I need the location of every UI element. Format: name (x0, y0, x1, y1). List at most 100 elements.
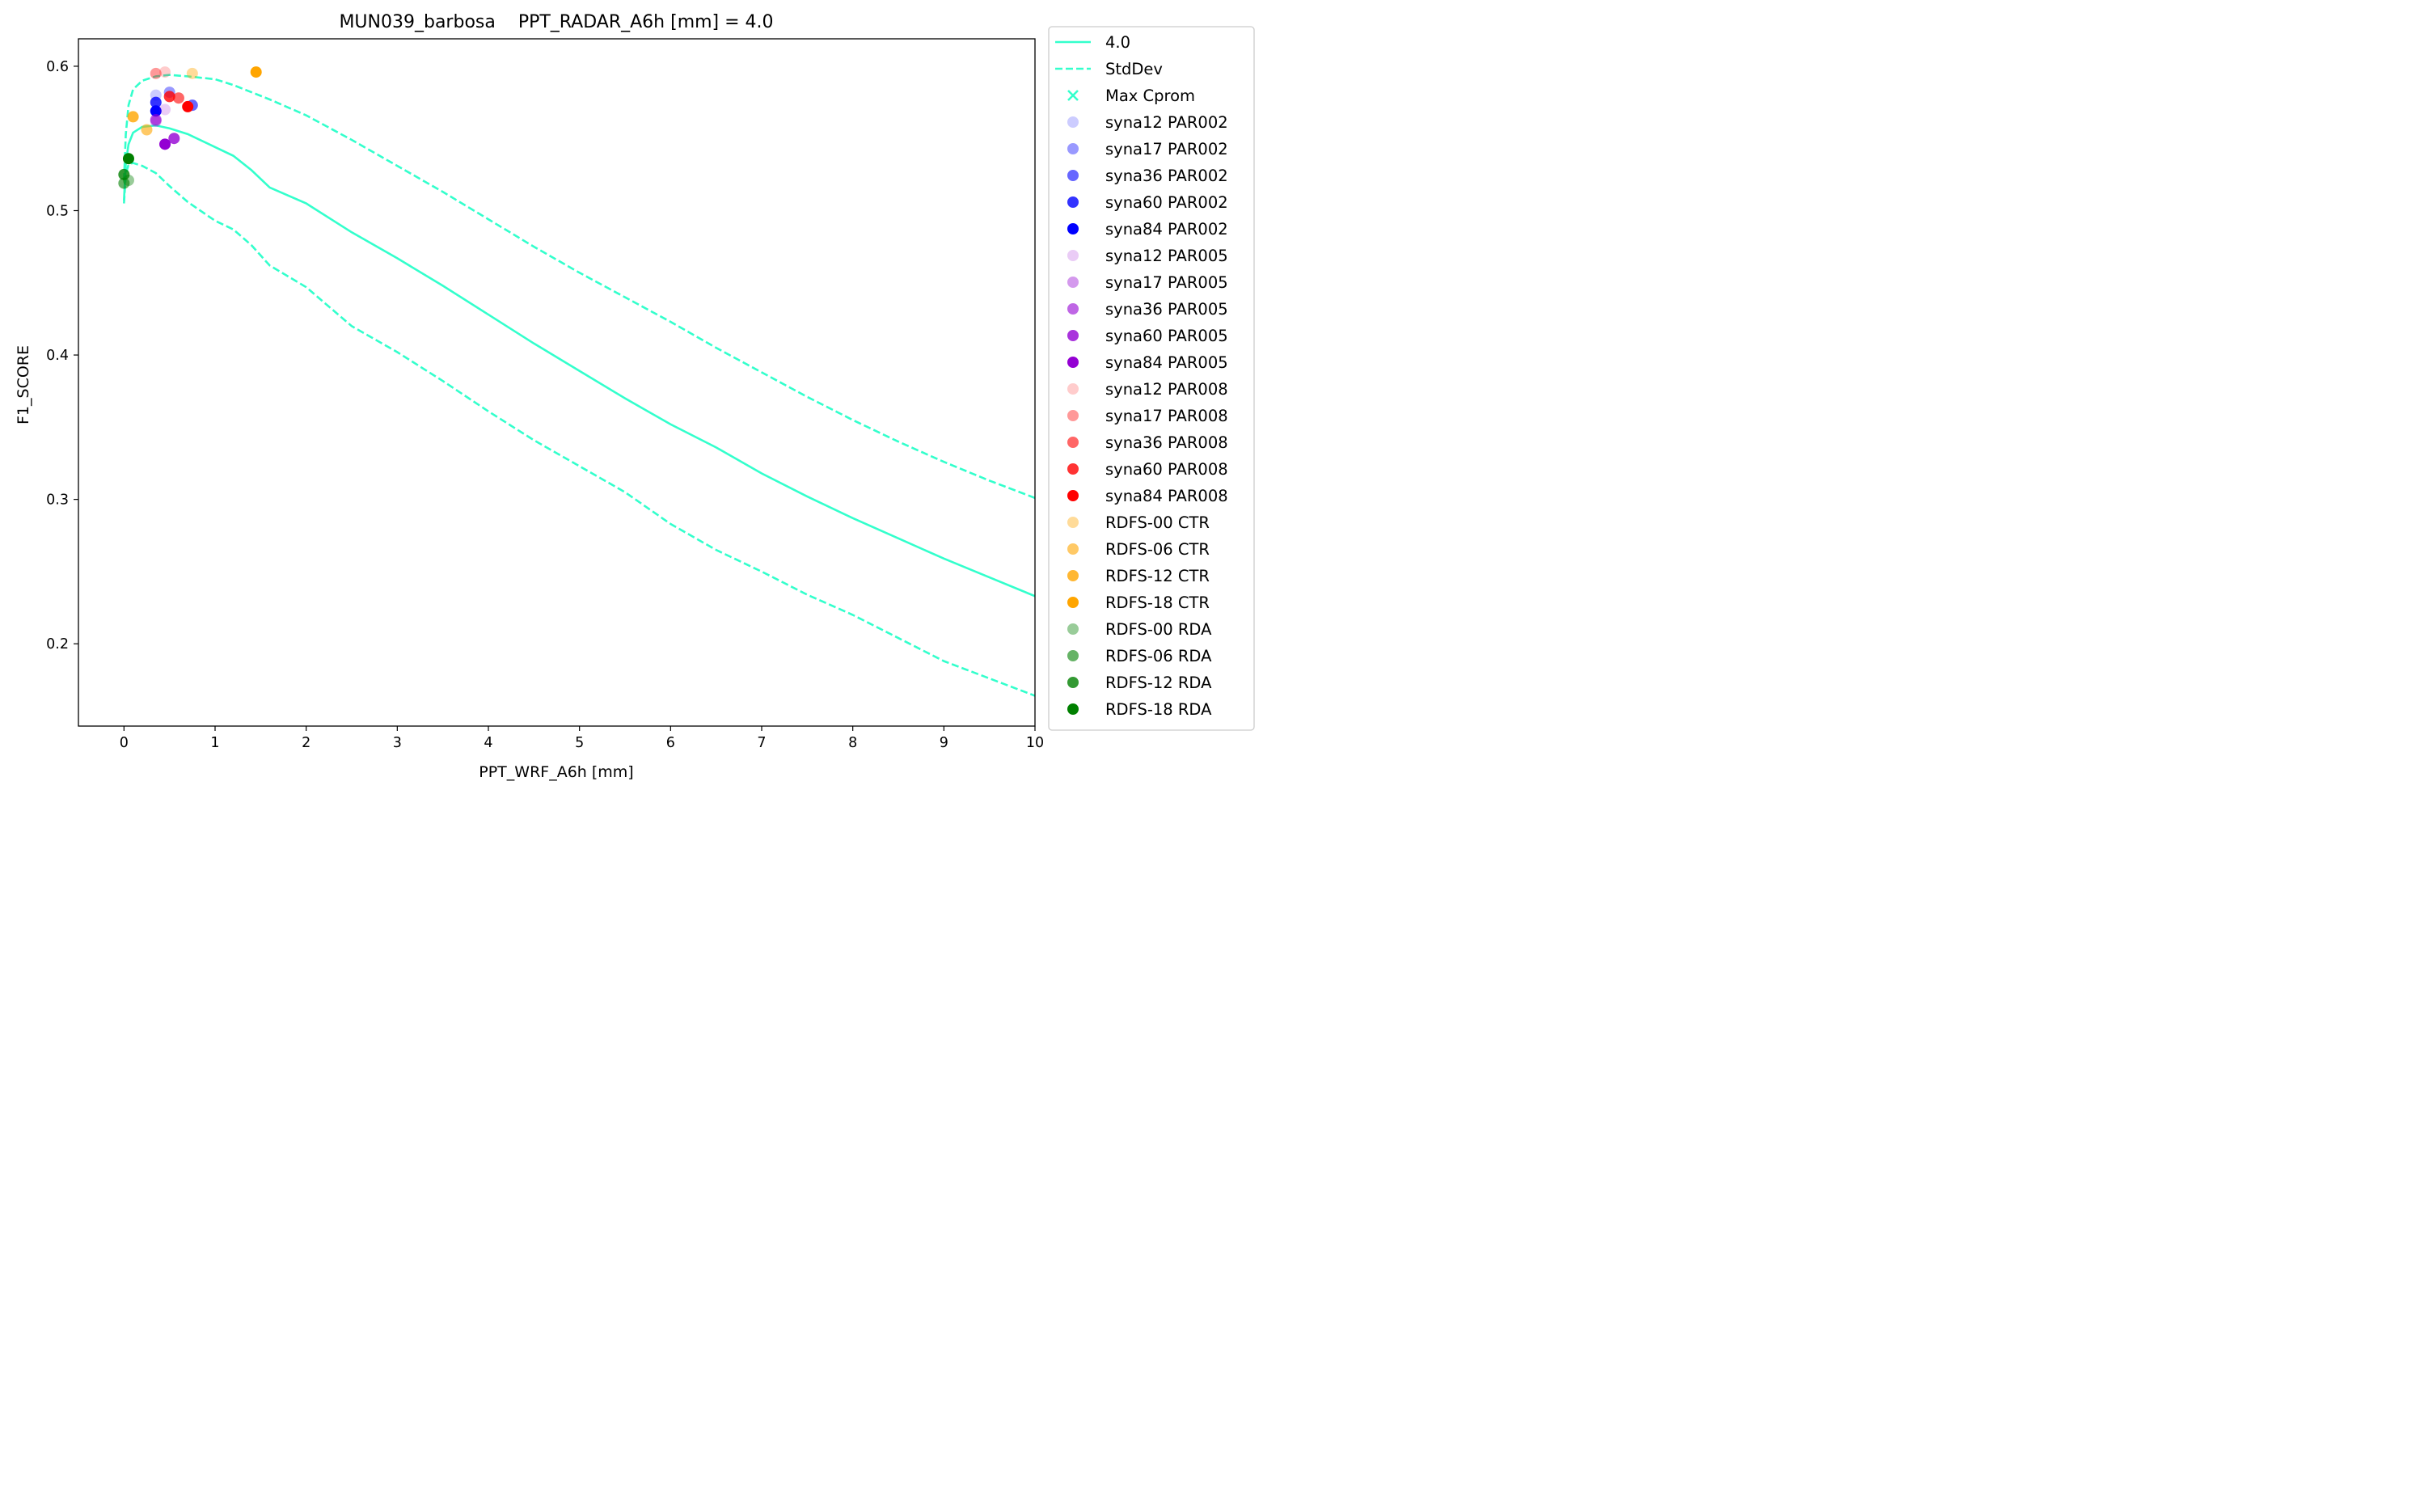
legend-label: Max Cprom (1105, 87, 1195, 105)
legend-item: RDFS-12 CTR (1067, 567, 1210, 585)
legend-item: syna12 PAR008 (1067, 380, 1228, 399)
legend-dot-marker (1067, 543, 1079, 555)
legend-dot-marker (1067, 490, 1079, 501)
y-tick-label: 0.4 (46, 348, 69, 364)
legend-item: syna60 PAR008 (1067, 460, 1228, 479)
chart-title: MUN039_barbosa PPT_RADAR_A6h [mm] = 4.0 (339, 12, 773, 32)
scatter-point (122, 153, 134, 165)
legend-label: syna60 PAR002 (1105, 193, 1228, 212)
x-tick-label: 10 (1026, 735, 1044, 751)
legend-label: syna12 PAR008 (1105, 380, 1228, 399)
x-tick-label: 6 (666, 735, 675, 751)
x-tick-label: 4 (484, 735, 492, 751)
legend-item: syna60 PAR005 (1067, 327, 1228, 345)
y-axis: 0.2 0.3 0.4 0.5 0.6 (46, 59, 78, 653)
y-tick-label: 0.3 (46, 492, 69, 509)
chart: MUN039_barbosa PPT_RADAR_A6h [mm] = 4.0 … (15, 12, 1255, 781)
legend-label: syna36 PAR002 (1105, 167, 1228, 185)
legend-item: StdDev (1055, 60, 1163, 78)
x-tick-label: 2 (302, 735, 310, 751)
legend-dot-marker (1067, 437, 1079, 448)
legend-item: syna12 PAR005 (1067, 247, 1228, 265)
legend-label: syna12 PAR002 (1105, 113, 1228, 132)
legend-item: syna17 PAR008 (1067, 407, 1228, 425)
plot-area (118, 66, 1035, 697)
legend-item: RDFS-00 CTR (1067, 513, 1210, 532)
legend-item: syna84 PAR008 (1067, 487, 1228, 505)
scatter-point (250, 66, 262, 78)
legend-dot-marker (1067, 357, 1079, 368)
scatter-point (127, 111, 139, 123)
plot-frame (78, 38, 1036, 727)
legend-dot-marker (1067, 463, 1079, 475)
legend-label: 4.0 (1105, 33, 1130, 52)
x-tick-label: 9 (940, 735, 948, 751)
legend-label: syna84 PAR008 (1105, 487, 1228, 505)
stddev-line-2 (123, 162, 1035, 697)
x-tick-label: 5 (575, 735, 584, 751)
y-tick-label: 0.2 (46, 636, 69, 653)
x-tick-label: 0 (120, 735, 129, 751)
legend-dot-marker (1067, 196, 1079, 208)
y-axis-label: F1_SCORE (15, 345, 32, 424)
mean-line (123, 124, 1035, 598)
legend-item: syna17 PAR005 (1067, 273, 1228, 292)
legend-item: syna84 PAR002 (1067, 220, 1228, 239)
scatter-point (186, 67, 198, 79)
legend-label: syna17 PAR002 (1105, 140, 1228, 158)
scatter-point (150, 105, 162, 117)
legend-item: syna36 PAR002 (1067, 167, 1228, 185)
legend-item: syna36 PAR005 (1067, 300, 1228, 319)
legend-dot-marker (1067, 703, 1079, 715)
legend-label: RDFS-18 CTR (1105, 593, 1210, 612)
legend-item: RDFS-18 CTR (1067, 593, 1210, 612)
y-tick-label: 0.5 (46, 204, 69, 220)
legend-item: RDFS-18 RDA (1067, 700, 1212, 719)
scatter-point (150, 96, 162, 108)
legend-item: RDFS-06 RDA (1067, 647, 1212, 665)
legend-label: syna36 PAR005 (1105, 300, 1228, 319)
scatter-point (159, 138, 171, 150)
legend-dot-marker (1067, 650, 1079, 661)
legend-label: RDFS-12 RDA (1105, 674, 1212, 692)
scatter-point (150, 67, 162, 79)
legend-dot-marker (1067, 143, 1079, 154)
legend-item: syna12 PAR002 (1067, 113, 1228, 132)
legend-label: syna60 PAR008 (1105, 460, 1228, 479)
legend-label: syna84 PAR005 (1105, 353, 1228, 372)
legend-dot-marker (1067, 303, 1079, 315)
scatter-point (141, 124, 153, 136)
scatter-point (163, 91, 175, 103)
legend-item: 4.0 (1055, 33, 1130, 52)
legend-label: syna17 PAR005 (1105, 273, 1228, 292)
legend-frame (1048, 26, 1255, 731)
legend-dot-marker (1067, 223, 1079, 234)
x-axis: 0 1 2 3 4 5 6 7 8 9 10 (120, 726, 1044, 751)
legend-label: RDFS-06 CTR (1105, 540, 1210, 559)
legend-dot-marker (1067, 277, 1079, 288)
legend-dot-marker (1067, 623, 1079, 635)
scatter-point (168, 133, 180, 145)
legend-item: syna17 PAR002 (1067, 140, 1228, 158)
legend-label: syna60 PAR005 (1105, 327, 1228, 345)
legend-label: syna36 PAR008 (1105, 433, 1228, 452)
x-tick-label: 3 (393, 735, 402, 751)
legend-dot-marker (1067, 383, 1079, 395)
legend-item: syna60 PAR002 (1067, 193, 1228, 212)
legend-dot-marker (1067, 330, 1079, 341)
x-tick-label: 7 (757, 735, 766, 751)
legend-label: syna84 PAR002 (1105, 220, 1228, 239)
x-tick-label: 1 (210, 735, 219, 751)
legend-item: syna84 PAR005 (1067, 353, 1228, 372)
scatter-point (159, 103, 171, 116)
scatter-point (182, 100, 194, 112)
y-tick-label: 0.6 (46, 59, 69, 75)
legend-label: RDFS-12 CTR (1105, 567, 1210, 585)
legend-dot-marker (1067, 570, 1079, 581)
legend-dot-marker (1067, 170, 1079, 181)
legend-label: syna12 PAR005 (1105, 247, 1228, 265)
scatter-point (118, 177, 130, 189)
legend-item: RDFS-12 RDA (1067, 674, 1212, 692)
legend-dot-marker (1067, 250, 1079, 261)
legend-x-marker (1067, 90, 1079, 101)
